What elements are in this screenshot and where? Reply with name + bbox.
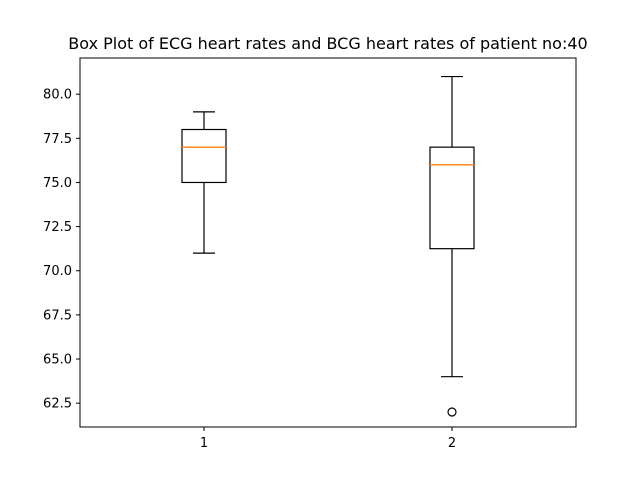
x-tick-label: 1 [200,436,208,451]
y-tick-label: 77.5 [43,132,72,147]
y-axis: 62.5 65.0 67.5 70.0 72.5 75.0 77.5 80.0 [43,88,80,412]
outlier-point [447,407,457,417]
y-tick-label: 65.0 [43,353,72,368]
box-iqr [429,146,475,250]
y-tick-label: 62.5 [43,397,72,412]
y-tick-label: 72.5 [43,220,72,235]
y-tick-label: 80.0 [43,88,72,103]
y-tick-label: 70.0 [43,264,72,279]
x-tick-label: 2 [448,436,456,451]
plot-area [79,57,577,428]
chart-title: Box Plot of ECG heart rates and BCG hear… [68,34,587,53]
y-tick-label: 67.5 [43,308,72,323]
y-tick-label: 75.0 [43,176,72,191]
box-iqr [181,128,227,184]
boxes-group [181,75,475,417]
